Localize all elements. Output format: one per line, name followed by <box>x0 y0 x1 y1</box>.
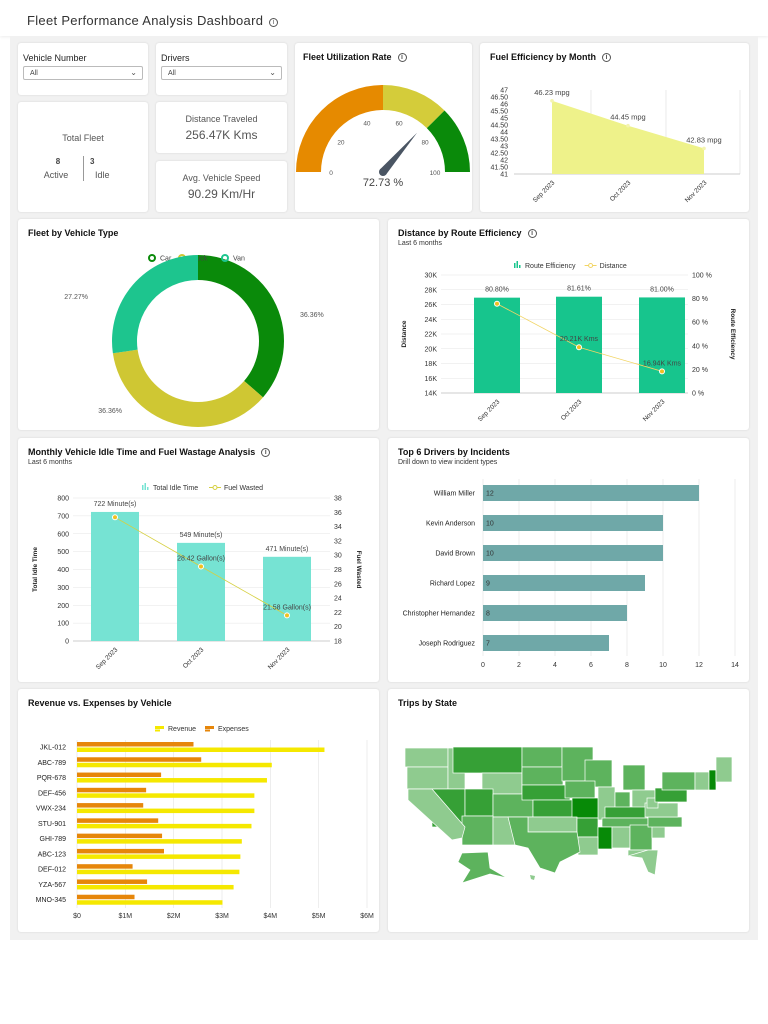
idle-label: Idle <box>95 170 110 180</box>
fleet-utilization-panel: Fleet Utilization Rate i <box>295 43 472 212</box>
info-icon[interactable]: i <box>397 53 407 62</box>
drivers-filter-label: Drivers <box>161 53 190 63</box>
total-fleet-label: Total Fleet <box>62 133 104 143</box>
drivers-incidents-panel: Top 6 Drivers by Incidents Drill down to… <box>388 438 749 682</box>
fuel-efficiency-panel: Fuel Efficiency by Month i <box>480 43 749 212</box>
panel-subtitle: Last 6 months <box>28 459 72 466</box>
page-title: Fleet Performance Analysis Dashboard i <box>27 13 279 28</box>
panel-title: Top 6 Drivers by Incidents <box>398 447 510 457</box>
revenue-expenses-panel: Revenue vs. Expenses by Vehicle <box>18 689 379 932</box>
active-count: 8 <box>55 157 61 166</box>
route-efficiency-panel: Distance by Route Efficiency i Last 6 mon… <box>388 219 749 430</box>
panel-title: Fleet Utilization Rate i <box>303 52 407 62</box>
distance-card: Distance Traveled 256.47K Kms <box>156 102 287 153</box>
idle-count: 3 <box>90 157 95 166</box>
panel-subtitle: Drill down to view incident types <box>398 459 498 466</box>
chevron-down-icon: ⌄ <box>269 68 276 77</box>
drivers-filter-panel: Drivers All ⌄ <box>156 43 287 95</box>
panel-title: Monthly Vehicle Idle Time and Fuel Wasta… <box>28 447 271 457</box>
chevron-down-icon: ⌄ <box>130 68 137 77</box>
panel-subtitle: Last 6 months <box>398 240 442 247</box>
info-icon[interactable]: i <box>527 229 537 238</box>
distance-value: 256.47K Kms <box>185 128 258 142</box>
panel-title: Distance by Route Efficiency i <box>398 228 537 238</box>
vehicle-filter-label: Vehicle Number <box>23 53 87 63</box>
drivers-select[interactable]: All ⌄ <box>161 66 282 80</box>
info-icon[interactable]: i <box>269 18 279 27</box>
distance-label: Distance Traveled <box>185 114 258 124</box>
active-label: Active <box>43 170 69 180</box>
total-fleet-card: Total Fleet 8 Active 3 Idle <box>18 102 148 212</box>
panel-title: Revenue vs. Expenses by Vehicle <box>28 698 172 708</box>
vehicle-number-select[interactable]: All ⌄ <box>23 66 143 80</box>
info-icon[interactable]: i <box>261 448 271 457</box>
panel-title: Fleet by Vehicle Type <box>28 228 119 238</box>
divider <box>83 156 84 181</box>
vehicle-filter-panel: Vehicle Number All ⌄ <box>18 43 148 95</box>
speed-card: Avg. Vehicle Speed 90.29 Km/Hr <box>156 161 287 212</box>
panel-title: Trips by State <box>398 698 458 708</box>
vehicle-type-panel: Fleet by Vehicle Type <box>18 219 379 430</box>
vehicle-select-value: All <box>30 70 38 77</box>
speed-label: Avg. Vehicle Speed <box>182 173 261 183</box>
trips-by-state-panel: Trips by State <box>388 689 749 932</box>
header: Fleet Performance Analysis Dashboard i <box>0 0 768 36</box>
panel-title: Fuel Efficiency by Month i <box>490 52 612 62</box>
idle-time-panel: Monthly Vehicle Idle Time and Fuel Wasta… <box>18 438 379 682</box>
info-icon[interactable]: i <box>602 53 612 62</box>
speed-value: 90.29 Km/Hr <box>187 187 256 201</box>
drivers-select-value: All <box>168 70 176 77</box>
